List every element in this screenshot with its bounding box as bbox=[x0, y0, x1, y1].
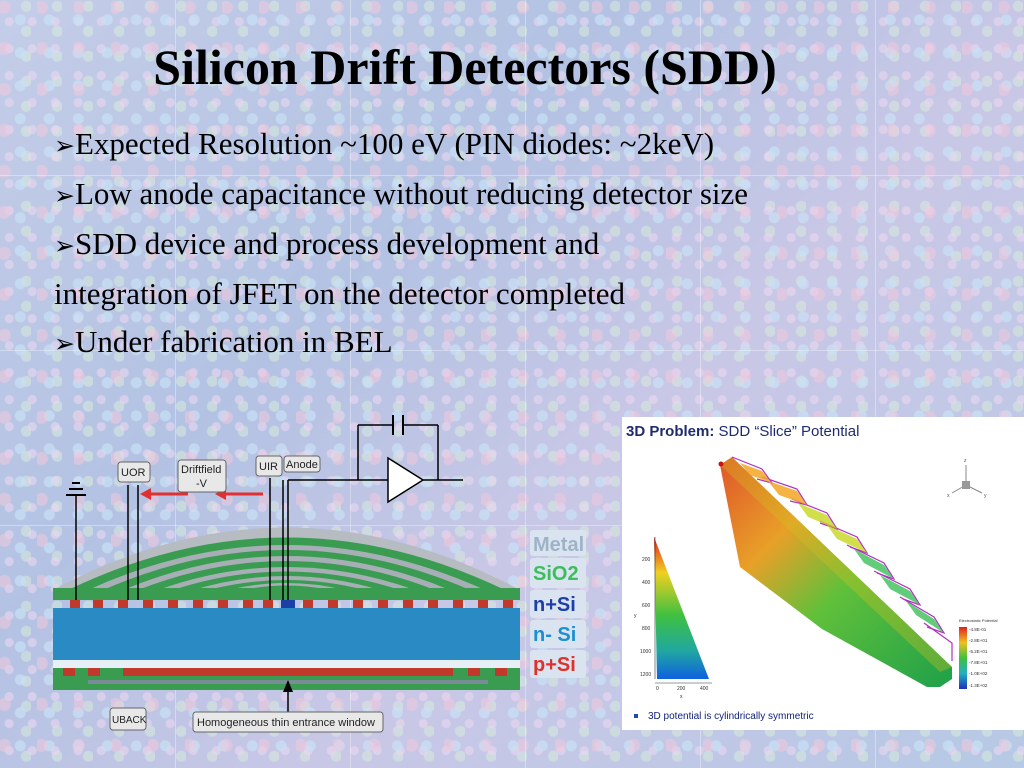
drift-rings bbox=[53, 527, 520, 590]
u-or-label: UOR bbox=[121, 467, 146, 479]
sdd-cross-section-diagram: UOR Driftfield -V UIR Anode UBACK Homoge… bbox=[48, 410, 588, 740]
slide-title: Silicon Drift Detectors (SDD) bbox=[153, 39, 777, 95]
sdd-diagram-svg: UOR Driftfield -V UIR Anode UBACK Homoge… bbox=[53, 415, 586, 733]
inset-x-tick: 400 bbox=[700, 686, 709, 692]
inset-x-tick: 0 bbox=[656, 686, 659, 692]
legend-sio2: SiO2 bbox=[533, 563, 579, 585]
inset-2d-plot: 200 400 600 800 1000 1200 0 200 400 y x bbox=[634, 537, 712, 700]
inset-y-tick: 400 bbox=[642, 580, 651, 586]
bullet-item: ➢Expected Resolution ~100 eV (PIN diodes… bbox=[54, 120, 1004, 170]
u-back-label: UBACK bbox=[112, 715, 147, 726]
colorbar-value: -4.8E-01 bbox=[969, 627, 987, 632]
p-plus-back-contacts bbox=[63, 668, 507, 676]
colorbar-value: -5.2E+01 bbox=[969, 649, 988, 654]
colorbar: Electrostatic Potential -4.8E-01 -2.8E+0… bbox=[959, 618, 998, 689]
legend-n-plus-si: n+Si bbox=[533, 594, 576, 616]
anode-implant bbox=[281, 600, 295, 610]
bullet-square-icon bbox=[634, 714, 638, 719]
background-grid bbox=[525, 0, 526, 768]
background-grid bbox=[175, 0, 176, 768]
bullet-text: Under fabrication in BEL bbox=[74, 324, 393, 359]
minus-v-label: -V bbox=[196, 478, 208, 490]
simulation-caption-text: 3D potential is cylindrically symmetric bbox=[648, 711, 814, 722]
bullet-item: ➢SDD device and process development and bbox=[54, 220, 1004, 270]
bullet-item: integration of JFET on the detector comp… bbox=[54, 270, 1004, 318]
material-legend: Metal SiO2 n+Si n- Si p+Si bbox=[530, 530, 586, 678]
simulation-caption: 3D potential is cylindrically symmetric bbox=[634, 711, 814, 722]
inset-y-tick: 200 bbox=[642, 557, 651, 563]
inset-x-label: x bbox=[680, 694, 683, 700]
axis-y-label: y bbox=[984, 493, 987, 499]
bullet-arrow-icon: ➢ bbox=[54, 329, 75, 358]
bullet-arrow-icon: ➢ bbox=[54, 131, 75, 160]
n-minus-bulk bbox=[53, 608, 520, 660]
bullet-arrow-icon: ➢ bbox=[54, 231, 75, 260]
bullet-text: Low anode capacitance without reducing d… bbox=[74, 176, 749, 211]
simulation-title: 3D Problem: SDD “Slice” Potential bbox=[626, 423, 860, 440]
n-plus-implants bbox=[70, 600, 513, 608]
bullet-item: ➢Low anode capacitance without reducing … bbox=[54, 170, 1004, 220]
inset-x-tick: 200 bbox=[677, 686, 686, 692]
background-grid bbox=[0, 525, 1024, 526]
bullet-list: ➢Expected Resolution ~100 eV (PIN diodes… bbox=[54, 120, 1004, 368]
sio2-layer bbox=[53, 588, 520, 600]
inset-y-tick: 1000 bbox=[640, 649, 651, 655]
bullet-arrow-icon: ➢ bbox=[54, 181, 75, 210]
inset-y-tick: 600 bbox=[642, 603, 651, 609]
colorbar-value: -2.8E+01 bbox=[969, 638, 988, 643]
legend-metal: Metal bbox=[533, 534, 584, 556]
legend-n-minus-si: n- Si bbox=[533, 624, 576, 646]
inset-y-label: y bbox=[634, 613, 637, 619]
bullet-text: Expected Resolution ~100 eV (PIN diodes:… bbox=[74, 126, 715, 161]
sdd-slice-potential-figure: 3D Problem: SDD “Slice” Potential bbox=[622, 417, 1024, 730]
bullet-item: ➢Under fabrication in BEL bbox=[54, 318, 1004, 368]
u-ir-label: UIR bbox=[259, 461, 278, 473]
driftfield-label: Driftfield bbox=[181, 464, 221, 476]
background-grid bbox=[875, 0, 876, 768]
background-grid bbox=[700, 0, 701, 768]
axis-z-label: z bbox=[964, 458, 967, 464]
legend-p-plus-si: p+Si bbox=[533, 654, 576, 676]
colorbar-value: -1.0E+02 bbox=[969, 671, 988, 676]
anode-label: Anode bbox=[286, 459, 318, 471]
bullet-text: SDD device and process development and bbox=[74, 226, 600, 261]
axis-triad-icon: z x y bbox=[947, 458, 987, 499]
bullet-text: integration of JFET on the detector comp… bbox=[54, 276, 626, 311]
3d-slice-render bbox=[718, 456, 953, 687]
axis-x-label: x bbox=[947, 493, 950, 499]
colorbar-title: Electrostatic Potential bbox=[959, 618, 998, 623]
background-grid bbox=[0, 350, 1024, 351]
inset-y-tick: 800 bbox=[642, 626, 651, 632]
colorbar-value: -7.8E+01 bbox=[969, 660, 988, 665]
background-grid bbox=[350, 0, 351, 768]
inset-y-tick: 1200 bbox=[640, 672, 651, 678]
simulation-svg: 200 400 600 800 1000 1200 0 200 400 y x bbox=[634, 456, 998, 700]
entrance-window-label: Homogeneous thin entrance window bbox=[197, 717, 375, 729]
background-grid bbox=[0, 175, 1024, 176]
colorbar-value: -1.3E+02 bbox=[969, 683, 988, 688]
